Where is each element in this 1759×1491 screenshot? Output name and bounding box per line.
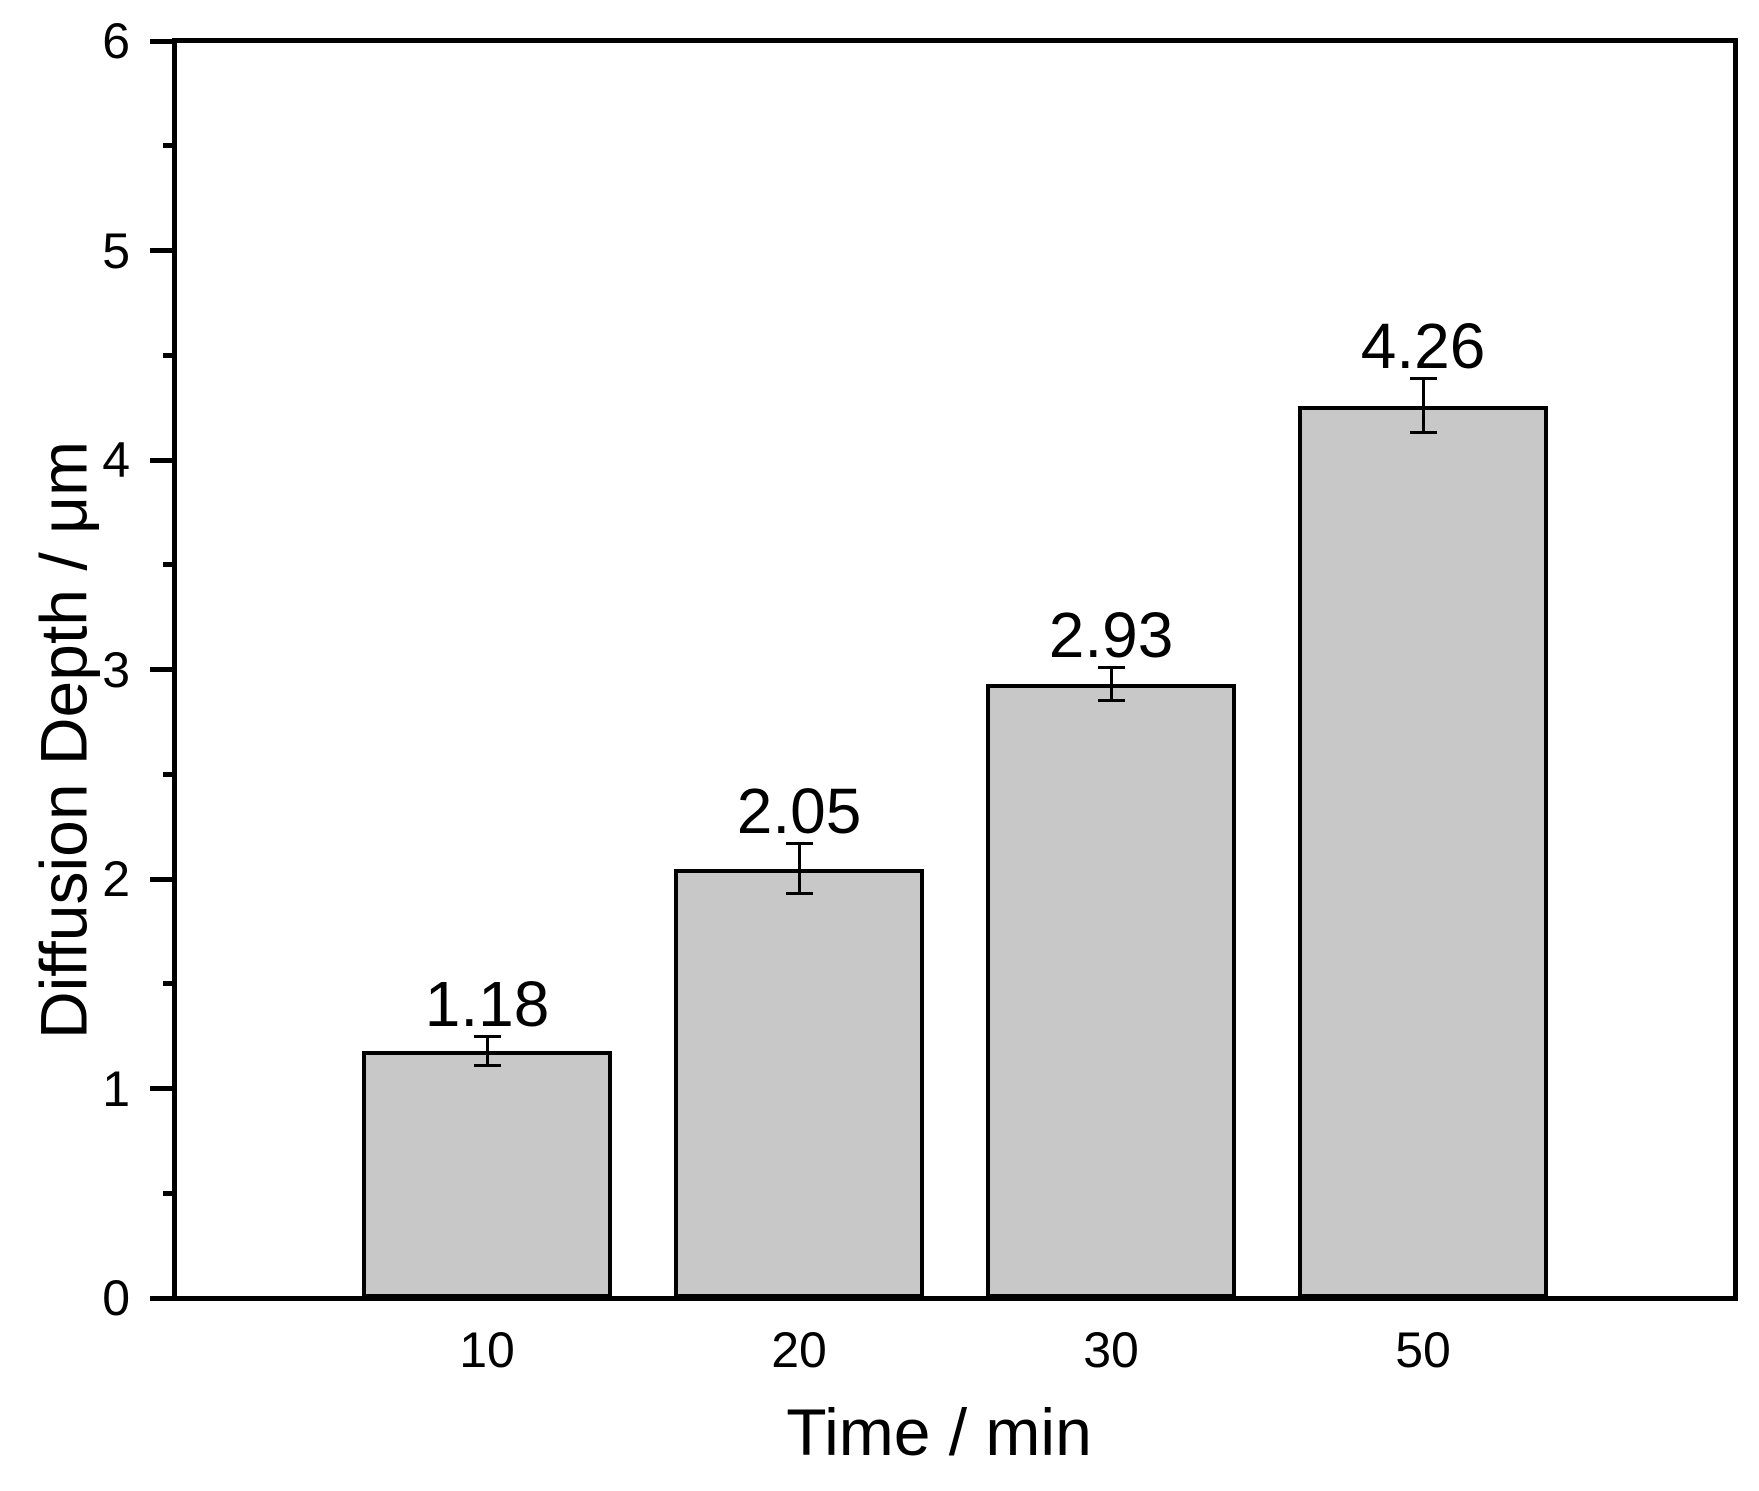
bar: [362, 1050, 612, 1298]
bar-value-label: 2.93: [1048, 599, 1174, 672]
error-bar-cap-bottom: [473, 1063, 501, 1067]
y-axis-major-tick: [150, 667, 175, 672]
bar-value-label: 2.05: [736, 775, 862, 848]
x-axis-tick-label: 30: [1083, 1322, 1139, 1378]
error-bar-cap-top: [785, 841, 813, 845]
y-axis-minor-tick: [163, 352, 175, 358]
error-bar-line: [1109, 667, 1113, 701]
error-bar-cap-bottom: [1097, 699, 1125, 703]
error-bar-cap-top: [1097, 665, 1125, 669]
y-axis-tick-label: 3: [102, 641, 130, 698]
y-axis-major-tick: [150, 248, 175, 253]
error-bar-line: [485, 1036, 489, 1066]
bar-value-label: 4.26: [1360, 310, 1486, 383]
y-axis-tick-label: 1: [102, 1060, 130, 1117]
y-axis-tick-label: 2: [102, 851, 130, 907]
y-axis-major-tick: [150, 457, 175, 463]
x-axis-tick-label: 20: [771, 1322, 827, 1378]
y-axis-minor-tick: [163, 771, 175, 777]
y-axis-major-tick: [150, 38, 175, 44]
error-bar-cap-bottom: [1409, 431, 1437, 435]
error-bar-cap-top: [1409, 376, 1437, 380]
error-bar-line: [1421, 378, 1425, 433]
y-axis-tick-label: 5: [102, 222, 130, 279]
y-axis-major-tick: [150, 1295, 175, 1301]
y-axis-tick-label: 6: [102, 13, 130, 69]
x-axis-title: Time / min: [786, 1395, 1092, 1469]
x-axis-tick-label: 50: [1395, 1322, 1451, 1378]
y-axis-tick-label: 4: [102, 432, 130, 488]
bar-value-label: 1.18: [424, 968, 550, 1041]
y-axis-minor-tick: [163, 981, 175, 987]
error-bar-cap-bottom: [785, 892, 813, 896]
y-axis-title: Diffusion Depth / μm: [26, 440, 101, 1040]
bar: [1298, 405, 1548, 1298]
x-axis-tick-label: 10: [459, 1322, 515, 1378]
y-axis-minor-tick: [163, 1190, 175, 1196]
y-axis-major-tick: [150, 876, 175, 882]
y-axis-tick-label: 0: [102, 1270, 130, 1326]
y-axis-minor-tick: [163, 143, 175, 149]
bar: [986, 684, 1236, 1298]
y-axis-minor-tick: [163, 562, 175, 568]
y-axis-major-tick: [150, 1086, 175, 1091]
bar: [674, 868, 924, 1298]
error-bar-line: [797, 843, 801, 894]
error-bar-cap-top: [473, 1034, 501, 1038]
